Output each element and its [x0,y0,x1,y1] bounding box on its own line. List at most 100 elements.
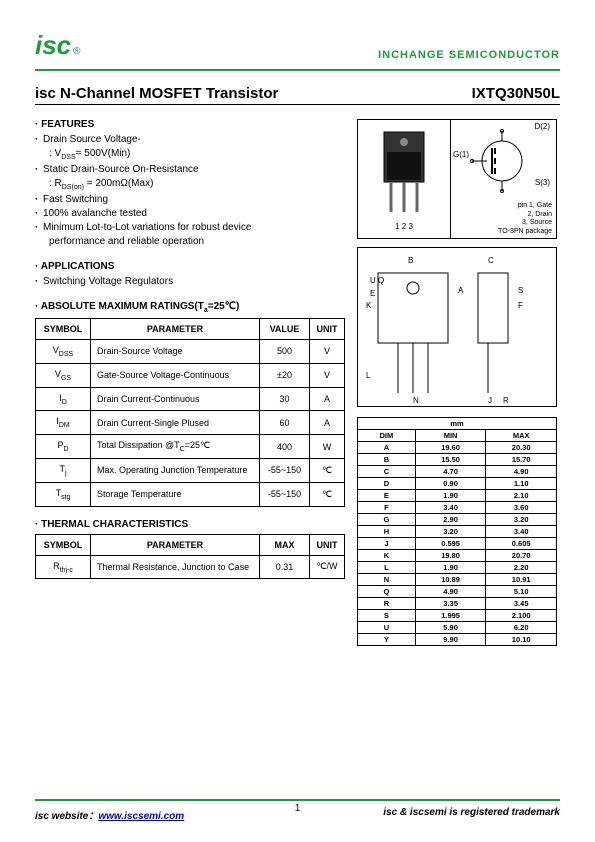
application-item: Switching Voltage Regulators [35,276,345,287]
cell: Rthj-c [36,555,91,579]
svg-text:L: L [366,371,371,380]
dim-cell: Y [358,634,416,646]
schematic-drawing: D(2) G(1) S(3) pin 1, Gate 2, Drain 3, S… [451,120,556,238]
cell: Total Dissipation @TC=25℃ [91,435,260,459]
dim-cell: A [358,442,416,454]
left-column: · FEATURES Drain Source Voltage- : VDSS=… [35,119,345,658]
cell: Tstg [36,482,91,506]
svg-text:C: C [488,256,494,265]
dim-cell: 20.70 [486,550,557,562]
brand-text: INCHANGE SEMICONDUCTOR [378,49,560,61]
svg-text:J: J [488,396,492,405]
cell: W [310,435,345,459]
dim-cell: 3.35 [415,598,486,610]
dim-cell: F [358,502,416,514]
dim-cell: 19.60 [415,442,486,454]
title-row: isc N-Channel MOSFET Transistor IXTQ30N5… [35,85,560,102]
features-list: Drain Source Voltage- : VDSS= 500V(Min) … [35,134,345,247]
cell: VGS [36,363,91,387]
dim-cell: 2.90 [415,514,486,526]
cell: 60 [260,411,310,435]
feature-item: Minimum Lot-to-Lot variations for robust… [35,222,345,233]
title-left: isc N-Channel MOSFET Transistor [35,85,278,102]
dim-cell: 2.100 [486,610,557,622]
dim-cell: 5.10 [486,586,557,598]
footer-left: isc website：www.iscsemi.com [35,807,184,822]
dim-cell: L [358,562,416,574]
dimension-drawing: B C K L A F S N J R U Q E [357,247,557,407]
dim-cell: G [358,514,416,526]
pin-numbers: 1 2 3 [395,222,413,231]
col-unit: UNIT [310,319,345,340]
dim-cell: 10.91 [486,574,557,586]
cell: Thermal Resistance, Junction to Case [91,555,260,579]
outline-drawing-icon: B C K L A F S N J R U Q E [358,248,556,406]
features-head: · FEATURES [35,119,345,130]
dim-cell: 3.40 [415,502,486,514]
dim-cell: 6.20 [486,622,557,634]
dim-cell: D [358,478,416,490]
col-value: VALUE [260,319,310,340]
svg-text:R: R [503,396,509,405]
dim-cell: 1.10 [486,478,557,490]
cell: ℃ [310,458,345,482]
svg-text:N: N [413,396,419,405]
svg-text:K: K [366,301,372,310]
cell: Storage Temperature [91,482,260,506]
col-unit: UNIT [310,534,345,555]
dim-cell: 15.70 [486,454,557,466]
g-label: G(1) [453,150,469,159]
logo: isc ® [35,30,81,61]
logo-text: isc [35,30,71,61]
dim-cell: Q [358,586,416,598]
footer-row: isc website：www.iscsemi.com isc & iscsem… [35,807,560,822]
feature-sub: : RDS(on) = 200mΩ(Max) [35,178,345,191]
cell: A [310,387,345,411]
cell: ℃ [310,482,345,506]
mm-head: mm [358,418,557,430]
col-max: MAX [260,534,310,555]
dim-cell: 10.10 [486,634,557,646]
cell: Max. Operating Junction Temperature [91,458,260,482]
svg-text:E: E [370,289,375,298]
dim-cell: K [358,550,416,562]
col-parameter: PARAMETER [91,534,260,555]
dim-cell: 0.595 [415,538,486,550]
dim-cell: 4.90 [486,466,557,478]
dim-cell: U [358,622,416,634]
cell: 30 [260,387,310,411]
cell: -55~150 [260,458,310,482]
dimension-table: mm DIM MIN MAX A19.6020.30B15.5015.70C4.… [357,417,557,646]
cell: 500 [260,340,310,364]
dim-cell: 1.90 [415,562,486,574]
website-link[interactable]: www.iscsemi.com [98,811,184,822]
right-column: 1 2 3 D(2) G(1) S(3) [357,119,557,658]
col-symbol: SYMBOL [36,319,91,340]
cell: Drain Current-Single Plused [91,411,260,435]
cell: 0.31 [260,555,310,579]
svg-text:F: F [518,301,523,310]
svg-text:B: B [408,256,413,265]
cell: V [310,340,345,364]
svg-text:A: A [458,286,464,295]
ratings-table: SYMBOL PARAMETER VALUE UNIT VDSSDrain-So… [35,318,345,507]
dim-cell: 3.40 [486,526,557,538]
dim-cell: 10.89 [415,574,486,586]
dim-cell: 3.45 [486,598,557,610]
logo-registered: ® [73,46,80,57]
dim-cell: 5.90 [415,622,486,634]
cell: VDSS [36,340,91,364]
dimension-table-wrapper: mm DIM MIN MAX A19.6020.30B15.5015.70C4.… [357,415,557,658]
dim-cell: 15.50 [415,454,486,466]
transistor-icon [369,127,439,222]
cell: ID [36,387,91,411]
cell: Tj [36,458,91,482]
thermal-head: · THERMAL CHARACTERISTICS [35,519,345,530]
title-right: IXTQ30N50L [472,85,560,102]
s-label: S(3) [535,178,550,187]
header-rule [35,69,560,71]
dim-cell: 0.90 [415,478,486,490]
feature-sub: : VDSS= 500V(Min) [35,148,345,161]
min-col: MIN [415,430,486,442]
cell: Gate-Source Voltage-Continuous [91,363,260,387]
